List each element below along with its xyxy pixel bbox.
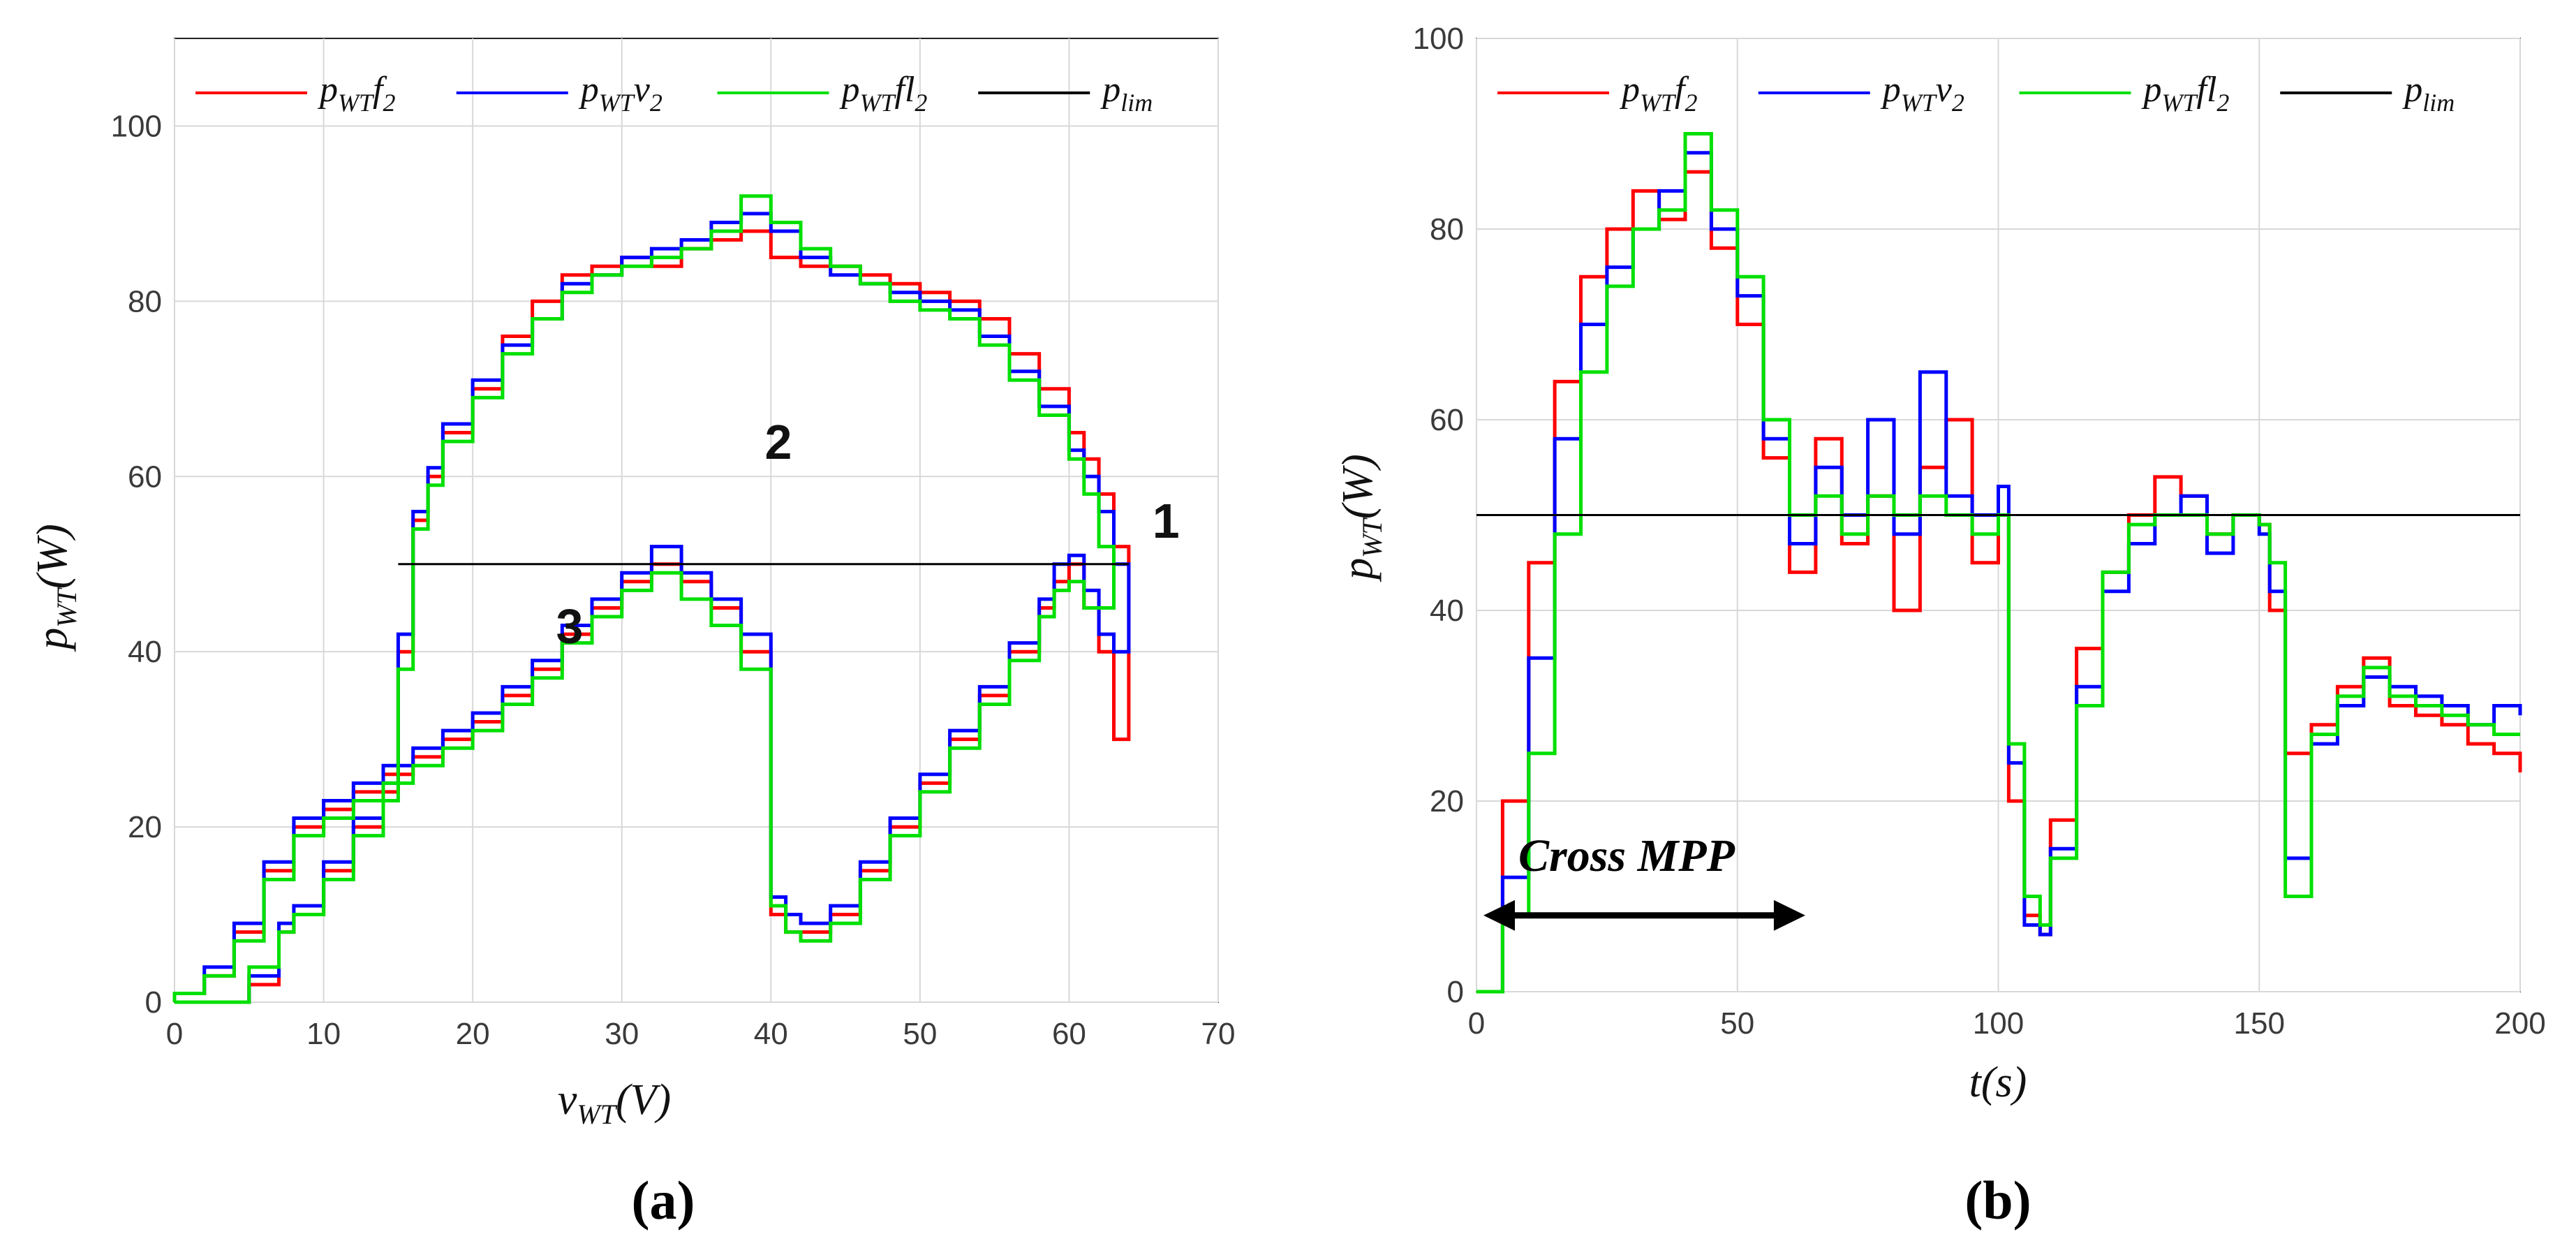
y-tick-label: 40 [128, 635, 162, 669]
y-tick-label: 0 [1447, 975, 1464, 1009]
x-tick-label: 60 [1052, 1017, 1086, 1051]
legend-label: pWTv2 [1880, 70, 1964, 117]
legend-a: pWTf2 pWTv2 pWTfl2 plim [195, 70, 1153, 117]
caption-a: (a) [632, 1170, 695, 1231]
legend-item: pWTf2 [1497, 70, 1697, 117]
grid-a [174, 38, 1219, 1003]
x-tick-label: 40 [754, 1017, 788, 1051]
y-tick-label: 0 [145, 985, 162, 1020]
legend-label: pWTf2 [317, 70, 395, 117]
series-a [172, 194, 1131, 1004]
legend-b: pWTf2 pWTv2 pWTfl2 plim [1497, 70, 2455, 117]
arrow-left-head-icon [1483, 900, 1515, 931]
ticks-b: 0 50 100 150 200 0 20 40 60 80 100 [1413, 22, 2546, 1041]
x-tick-label: 150 [2234, 1006, 2285, 1041]
x-tick-label: 10 [306, 1017, 341, 1051]
x-axis-label-a: vWT(V) [558, 1076, 671, 1130]
x-tick-label: 200 [2494, 1006, 2545, 1041]
region-label-1: 1 [1153, 494, 1180, 548]
legend-item: pWTv2 [1758, 70, 1964, 117]
region-label-3: 3 [556, 599, 583, 654]
x-tick-label: 50 [1720, 1006, 1754, 1041]
legend-label: pWTfl2 [839, 70, 928, 117]
legend-item: pWTfl2 [717, 70, 928, 117]
legend-item: pWTv2 [456, 70, 662, 117]
y-tick-label: 100 [111, 109, 162, 143]
y-axis-label-b: pWT(W) [1334, 454, 1388, 582]
plot-area-a [174, 38, 1219, 1003]
x-tick-label: 20 [456, 1017, 490, 1051]
legend-label: pWTf2 [1619, 70, 1697, 117]
legend-label: plim [1100, 70, 1153, 117]
y-tick-label: 80 [128, 284, 162, 318]
y-tick-label: 20 [1430, 784, 1464, 818]
legend-item: pWTf2 [195, 70, 395, 117]
ticks-a: 0 10 20 30 40 50 60 70 0 20 40 60 80 100 [111, 109, 1236, 1051]
x-tick-label: 70 [1201, 1017, 1236, 1051]
y-tick-label: 80 [1430, 212, 1464, 247]
y-axis-label-a: pWT(W) [29, 524, 82, 652]
x-axis-label-b: t(s) [1969, 1059, 2027, 1106]
legend-label: pWTv2 [578, 70, 662, 117]
x-tick-label: 30 [605, 1017, 639, 1051]
legend-item: plim [2280, 70, 2455, 117]
x-tick-label: 100 [1973, 1006, 2024, 1041]
y-tick-label: 20 [128, 810, 162, 844]
x-tick-label: 0 [1468, 1006, 1485, 1041]
series-pWTv2-line [172, 212, 1131, 1004]
chart-b: 0 50 100 150 200 0 20 40 60 80 100 pWTf2 pWTv2 pWTfl… [1334, 22, 2546, 1231]
cross-mpp-label: Cross MPP [1518, 830, 1735, 881]
arrow-right-head-icon [1773, 900, 1805, 931]
region-label-2: 2 [764, 415, 792, 469]
y-tick-label: 60 [128, 460, 162, 494]
x-tick-label: 50 [903, 1017, 937, 1051]
series-pWTf2-line [172, 229, 1131, 1004]
legend-item: pWTfl2 [2019, 70, 2230, 117]
legend-item: plim [978, 70, 1153, 117]
annotation-b: Cross MPP [1483, 830, 1805, 931]
series-pWTfl2-line [172, 194, 1116, 1004]
y-tick-label: 100 [1413, 22, 1464, 56]
caption-b: (b) [1964, 1170, 2031, 1231]
region-labels-a: 1 2 3 [556, 415, 1179, 653]
legend-label: pWTfl2 [2141, 70, 2230, 117]
legend-label: plim [2401, 70, 2455, 117]
x-tick-label: 0 [166, 1017, 183, 1051]
series-b [1476, 132, 2522, 994]
y-tick-label: 40 [1430, 594, 1464, 628]
series-pWTfl2-line [1476, 132, 2520, 994]
y-tick-label: 60 [1430, 403, 1464, 437]
